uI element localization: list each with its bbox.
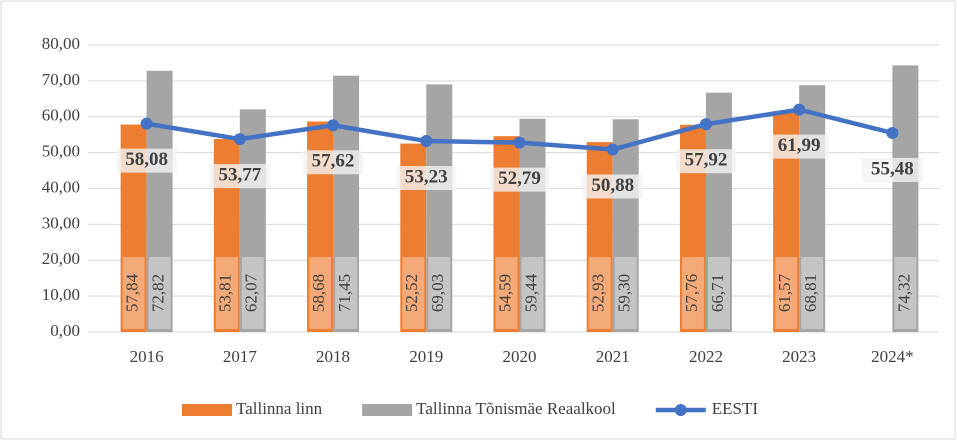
value-label-bg (769, 134, 830, 159)
bar-value-label: 68,81 (801, 274, 820, 312)
bar (333, 75, 360, 332)
line-value-label: 52,79 (498, 168, 541, 189)
value-label-bg (396, 166, 457, 191)
bar-value-label: 74,32 (894, 274, 913, 312)
bar-value-label: 59,30 (615, 274, 634, 312)
bar-value-label: 66,71 (708, 274, 727, 312)
y-tick-label: 0,00 (50, 321, 80, 340)
line-value-label: 50,88 (591, 175, 634, 196)
value-label-bg (428, 257, 451, 329)
line-marker (140, 117, 153, 130)
value-label-bg (862, 157, 923, 182)
bar (239, 109, 266, 332)
value-label-bg (775, 257, 798, 329)
bar-value-label: 52,52 (402, 274, 421, 312)
value-label-bg (241, 257, 264, 329)
bar-value-label: 53,81 (216, 274, 235, 312)
value-label-bg (303, 150, 364, 175)
line-marker (233, 133, 246, 146)
value-label-bg (489, 167, 550, 192)
line-marker (606, 143, 619, 156)
x-tick-label: 2024* (871, 347, 914, 366)
value-label-bg (402, 257, 425, 329)
value-label-bg (309, 257, 332, 329)
bar (705, 92, 732, 332)
x-tick-label: 2018 (316, 347, 350, 366)
bar (146, 70, 173, 333)
value-label-bg (335, 257, 358, 329)
bar (799, 85, 826, 332)
legend-label: EESTI (712, 399, 759, 418)
x-tick-label: 2021 (596, 347, 630, 366)
bar-value-label: 62,07 (242, 273, 261, 312)
bar-value-label: 57,76 (682, 274, 701, 312)
y-tick-label: 10,00 (42, 285, 80, 304)
value-label-bg (582, 174, 643, 199)
y-tick-label: 60,00 (42, 106, 80, 125)
value-label-bg (894, 257, 917, 329)
bar (612, 119, 639, 332)
y-tick-label: 40,00 (42, 177, 80, 196)
value-label-bg (675, 149, 736, 174)
value-label-bg (122, 257, 145, 329)
line-marker (886, 126, 899, 139)
line-value-label: 61,99 (778, 135, 821, 156)
line-value-label: 58,08 (125, 149, 168, 170)
bar (892, 65, 919, 332)
bar-value-label: 57,84 (123, 273, 142, 312)
line-marker (699, 118, 712, 131)
y-tick-label: 70,00 (42, 70, 80, 89)
line-marker (513, 136, 526, 149)
bar (586, 142, 613, 332)
bar-value-label: 69,03 (428, 274, 447, 312)
legend-swatch (182, 404, 232, 416)
value-label-bg (521, 257, 544, 329)
line-value-label: 55,48 (871, 158, 914, 179)
legend-marker (674, 404, 687, 416)
y-tick-label: 50,00 (42, 142, 80, 161)
bar-value-label: 72,82 (149, 274, 168, 312)
y-tick-label: 20,00 (42, 249, 80, 268)
line-value-label: 53,23 (405, 166, 448, 187)
line-value-label: 57,62 (312, 151, 355, 172)
value-label-bg (588, 257, 611, 329)
legend-label: Tallinna linn (236, 399, 323, 418)
bar-value-label: 52,93 (589, 274, 608, 312)
line-marker (793, 103, 806, 116)
value-label-bg (614, 257, 637, 329)
value-label-bg (801, 257, 824, 329)
legend-swatch (362, 404, 413, 416)
line-value-label: 57,92 (685, 150, 728, 171)
x-tick-label: 2022 (689, 347, 723, 366)
bar-value-label: 59,44 (521, 273, 540, 312)
y-tick-label: 80,00 (42, 34, 80, 53)
value-label-bg (495, 257, 518, 329)
value-label-bg (681, 257, 704, 329)
bar (426, 84, 453, 332)
x-tick-label: 2016 (130, 347, 164, 366)
line-value-label: 53,77 (218, 164, 261, 185)
value-label-bg (215, 257, 238, 329)
y-tick-label: 30,00 (42, 213, 80, 232)
x-tick-label: 2019 (409, 347, 443, 366)
bar-value-label: 58,68 (309, 274, 328, 312)
x-tick-label: 2023 (782, 347, 816, 366)
value-label-bg (116, 148, 177, 173)
legend-label: Tallinna Tõnismäe Reaalkool (416, 399, 616, 418)
line-marker (420, 135, 433, 148)
bar-value-label: 54,59 (495, 274, 514, 312)
bar-value-label: 61,57 (775, 273, 794, 312)
x-tick-label: 2017 (223, 347, 258, 366)
value-label-bg (148, 257, 171, 329)
line-marker (327, 119, 340, 132)
x-tick-label: 2020 (503, 347, 537, 366)
bar (519, 118, 546, 332)
bar-value-label: 71,45 (335, 274, 354, 312)
value-label-bg (209, 164, 270, 189)
value-label-bg (707, 257, 730, 329)
